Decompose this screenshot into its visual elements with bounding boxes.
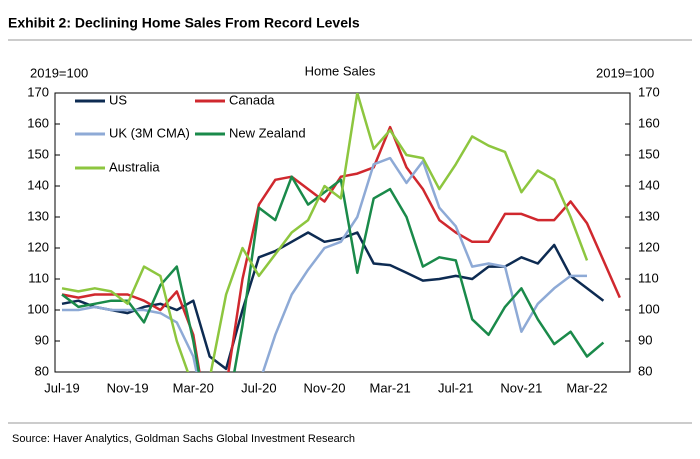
y2-tick-label: 140 xyxy=(638,177,660,192)
x-tick-label: Nov-20 xyxy=(304,380,346,395)
exhibit-title: Exhibit 2: Declining Home Sales From Rec… xyxy=(8,15,360,31)
y2-tick-label: 90 xyxy=(638,332,652,347)
y2-axis-label: 2019=100 xyxy=(596,65,654,80)
plot-lines xyxy=(61,93,621,372)
y-tick-label: 80 xyxy=(35,363,49,378)
plot-frame xyxy=(54,92,631,373)
chart-title: Home Sales xyxy=(305,63,376,78)
y-tick-label: 120 xyxy=(27,239,49,254)
series-line xyxy=(61,175,605,372)
legend-label: UK (3M CMA) xyxy=(109,125,190,140)
legend-label: Australia xyxy=(109,159,160,174)
y-tick-label: 140 xyxy=(27,177,49,192)
x-tick-label: Nov-19 xyxy=(107,380,149,395)
y-tick-label: 150 xyxy=(27,146,49,161)
y-tick-label: 160 xyxy=(27,115,49,130)
x-tick-label: Jul-19 xyxy=(44,380,79,395)
x-tick-label: Mar-20 xyxy=(173,380,214,395)
y2-tick-label: 130 xyxy=(638,208,660,223)
source-note: Source: Haver Analytics, Goldman Sachs G… xyxy=(12,433,355,445)
x-tick-label: Jul-20 xyxy=(241,380,276,395)
legend-label: Canada xyxy=(229,92,275,107)
x-tick-label: Mar-21 xyxy=(370,380,411,395)
y-tick-label: 100 xyxy=(27,301,49,316)
legend-label: New Zealand xyxy=(229,125,306,140)
y2-tick-label: 80 xyxy=(638,363,652,378)
y2-tick-label: 120 xyxy=(638,239,660,254)
x-tick-label: Jul-21 xyxy=(438,380,473,395)
series-line xyxy=(61,125,621,372)
y2-tick-label: 110 xyxy=(638,270,659,285)
y-tick-label: 170 xyxy=(27,84,49,99)
y-tick-label: 90 xyxy=(35,332,49,347)
y2-tick-label: 150 xyxy=(638,146,660,161)
y2-tick-label: 160 xyxy=(638,115,660,130)
y2-tick-label: 100 xyxy=(638,301,660,316)
y-tick-label: 110 xyxy=(28,270,49,285)
x-tick-label: Nov-21 xyxy=(500,380,542,395)
y-tick-label: 130 xyxy=(27,208,49,223)
y2-tick-label: 170 xyxy=(638,84,660,99)
y-axis-label: 2019=100 xyxy=(30,65,88,80)
series-line xyxy=(61,93,589,372)
x-tick-label: Mar-22 xyxy=(566,380,607,395)
legend-label: US xyxy=(109,92,127,107)
